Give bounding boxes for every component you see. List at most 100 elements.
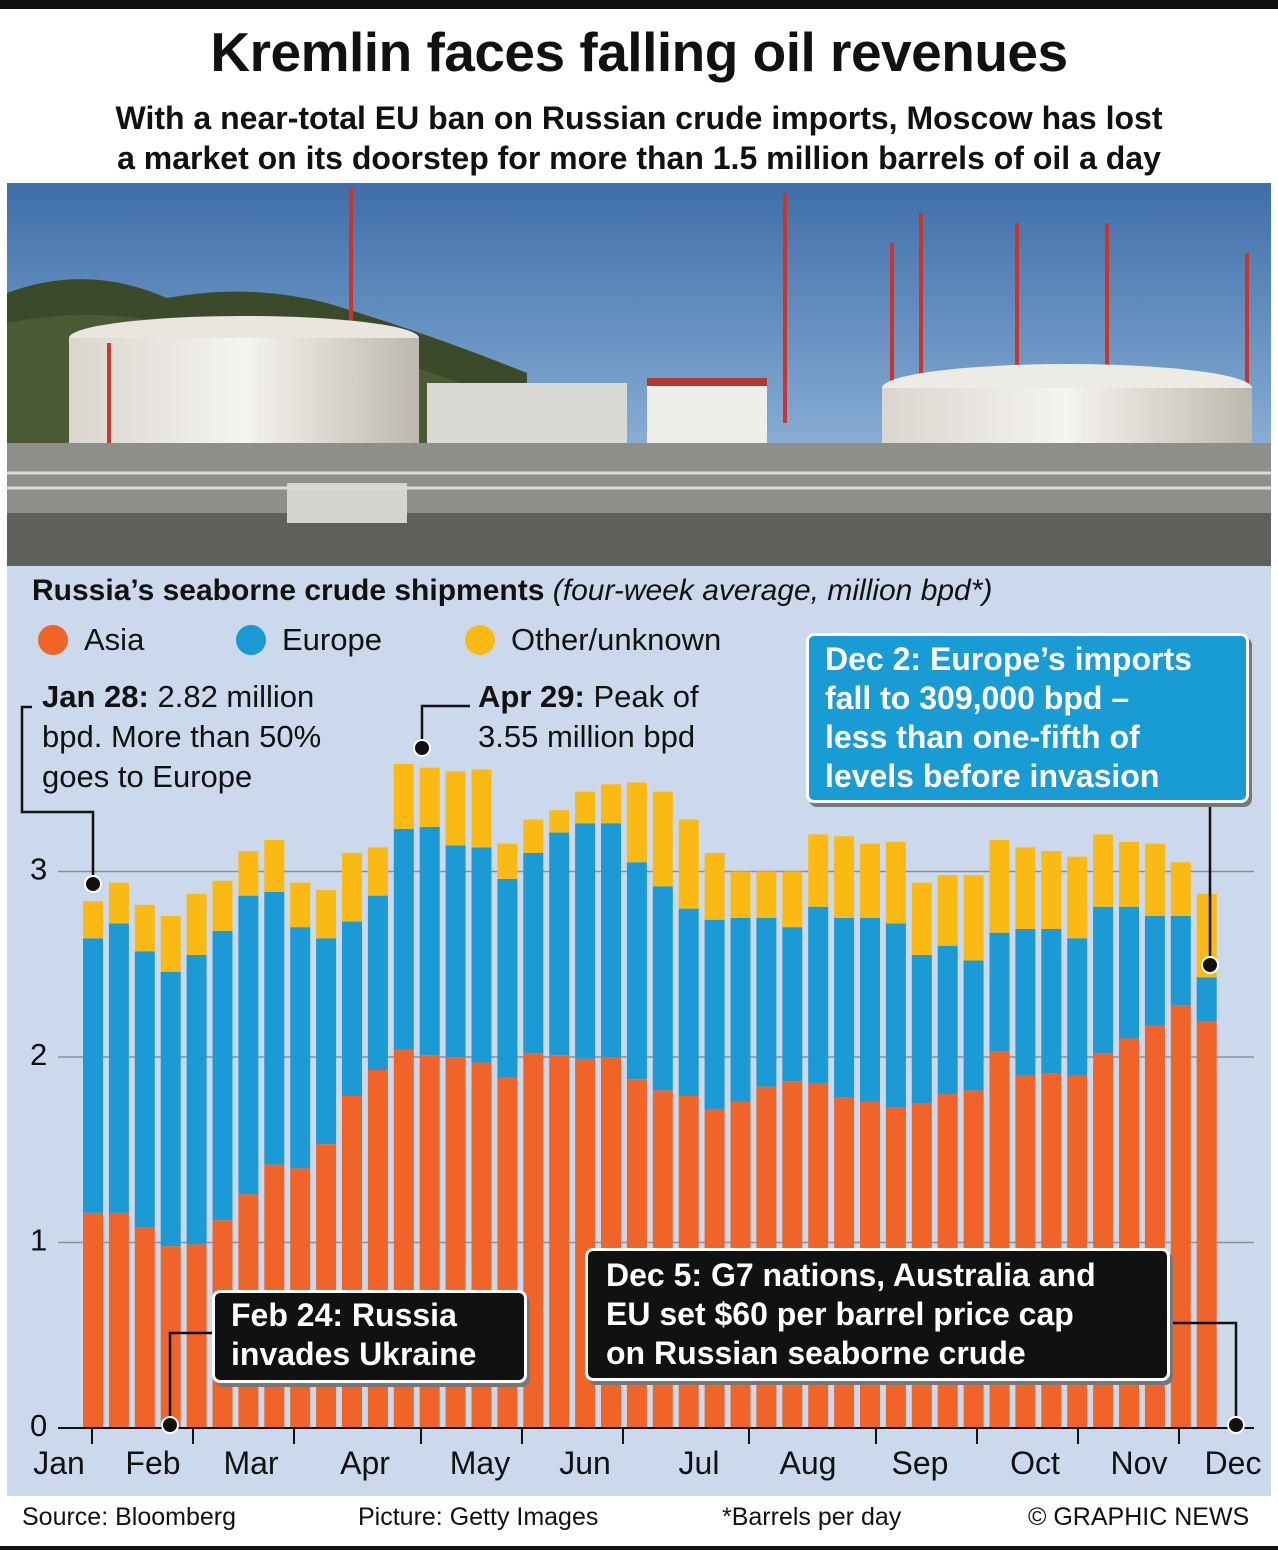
bar-segment-other-unknown <box>212 880 233 931</box>
annotation-feb24-box: Feb 24: Russia invades Ukraine <box>212 1290 527 1383</box>
bar-segment-europe <box>1067 938 1088 1076</box>
annotation-jan28: Jan 28: 2.82 million bpd. More than 50% … <box>42 677 321 797</box>
bar-segment-other-unknown <box>782 871 803 928</box>
bar-segment-europe <box>134 951 155 1228</box>
x-tick-label: Nov <box>1111 1445 1168 1481</box>
bar-segment-other-unknown <box>885 841 906 924</box>
legend-label: Other/unknown <box>511 622 722 657</box>
annotation-text: levels before invasion <box>825 758 1160 794</box>
annotation-text: invades Ukraine <box>231 1336 477 1372</box>
bar-segment-europe <box>937 945 958 1095</box>
bar-segment-europe <box>186 954 207 1245</box>
bar-segment-other-unknown <box>367 847 388 896</box>
bar-segment-other-unknown <box>756 871 777 918</box>
legend-label: Asia <box>84 622 145 657</box>
leader-jan28 <box>20 705 95 884</box>
bar-segment-europe <box>445 845 466 1057</box>
leader-dot <box>1201 956 1219 974</box>
bar-segment-asia <box>523 1053 544 1428</box>
annotation-text: Dec 5: G7 nations, Australia and <box>606 1257 1096 1293</box>
bar-segment-other-unknown <box>523 819 544 853</box>
bar-segment-other-unknown <box>186 893 207 955</box>
bar-segment-other-unknown <box>1093 834 1114 907</box>
legend-dot-europe <box>236 625 266 655</box>
bar-segment-europe <box>626 862 647 1080</box>
bar-segment-other-unknown <box>730 871 751 918</box>
bar-segment-other-unknown <box>419 767 440 827</box>
chart-heading-bold: Russia’s seaborne crude shipments <box>32 574 545 607</box>
bar-segment-other-unknown <box>83 901 103 939</box>
bar-segment-europe <box>652 886 673 1091</box>
bar-segment-other-unknown <box>626 782 647 863</box>
bar-segment-asia <box>1170 1005 1191 1428</box>
footer-copyright: © GRAPHIC NEWS <box>1028 1503 1250 1531</box>
y-tick-label: 3 <box>30 852 47 887</box>
annotation-date: Jan 28: <box>42 679 149 714</box>
bar-segment-europe <box>160 971 181 1247</box>
legend-label: Europe <box>282 622 382 657</box>
bar-segment-europe <box>860 917 880 1102</box>
legend-dot-asia <box>38 625 68 655</box>
x-tick-label: Feb <box>125 1445 180 1481</box>
bar-segment-other-unknown <box>290 882 311 928</box>
bar-segment-europe <box>523 852 544 1054</box>
bar-segment-europe <box>83 938 103 1213</box>
bar-segment-other-unknown <box>834 836 855 918</box>
top-rule <box>0 0 1278 9</box>
bottom-rule <box>0 1546 1278 1550</box>
annotation-dec2-box: Dec 2: Europe’s imports fall to 309,000 … <box>806 633 1249 803</box>
annotation-leaders <box>20 704 1245 1434</box>
bar-segment-other-unknown <box>1041 851 1062 930</box>
bar-segment-europe <box>704 919 725 1109</box>
bar-segment-europe <box>1041 929 1062 1074</box>
bar-segment-asia <box>108 1212 129 1428</box>
leader-dot <box>161 1416 179 1434</box>
bar-segment-other-unknown <box>652 791 673 887</box>
bar-segment-other-unknown <box>704 852 725 920</box>
bar-segment-other-unknown <box>393 763 414 829</box>
x-tick-label: Sep <box>892 1445 949 1481</box>
bar-segment-europe <box>238 895 259 1195</box>
legend-dot-other <box>465 625 495 655</box>
x-tick-label: May <box>450 1445 510 1481</box>
bar-segment-europe <box>212 930 233 1221</box>
bar-segment-europe <box>471 847 492 1063</box>
bar-segment-europe <box>316 938 337 1145</box>
bar-segment-other-unknown <box>134 904 155 952</box>
bar-segment-asia <box>316 1144 337 1428</box>
bar-segment-other-unknown <box>860 843 880 918</box>
bar-segment-europe <box>419 826 440 1056</box>
legend-item-asia: Asia <box>38 620 144 660</box>
leader-dot <box>413 739 431 757</box>
y-tick-label: 0 <box>30 1408 47 1443</box>
annotation-text: on Russian seaborne crude <box>606 1335 1026 1371</box>
bar-segment-europe <box>108 923 129 1213</box>
bar-segment-other-unknown <box>108 882 129 924</box>
annotation-date: Apr 29: <box>478 679 585 714</box>
bar-segment-other-unknown <box>549 810 570 833</box>
x-tick-label: Oct <box>1010 1445 1060 1481</box>
bar-segment-asia <box>549 1055 570 1428</box>
bar-segment-asia <box>1196 1021 1217 1428</box>
bar-segment-europe <box>911 954 932 1104</box>
x-tick-label: Apr <box>340 1445 390 1481</box>
bar-segment-europe <box>989 932 1010 1052</box>
bar-segment-europe <box>1170 916 1191 1006</box>
annotation-text: Feb 24: Russia <box>231 1297 457 1333</box>
bar-segment-other-unknown <box>911 882 932 955</box>
x-tick-label: Aug <box>780 1445 837 1481</box>
footer-picture: Picture: Getty Images <box>358 1503 599 1531</box>
bar-segment-asia <box>186 1244 207 1428</box>
footer-note: *Barrels per day <box>722 1503 902 1531</box>
bar-segment-europe <box>963 960 984 1091</box>
bar-segment-europe <box>393 828 414 1050</box>
annotation-text: bpd. More than 50% <box>42 719 322 754</box>
footer-source: Source: Bloomberg <box>22 1503 237 1531</box>
bar-segment-other-unknown <box>601 784 621 824</box>
bar-segment-europe <box>885 923 906 1108</box>
annotation-apr29: Apr 29: Peak of 3.55 million bpd <box>478 677 699 757</box>
page-title: Kremlin faces falling oil revenues <box>210 21 1068 83</box>
bar-segment-other-unknown <box>1170 862 1191 917</box>
bar-segment-other-unknown <box>1119 841 1139 907</box>
bar-segment-asia <box>134 1227 155 1428</box>
